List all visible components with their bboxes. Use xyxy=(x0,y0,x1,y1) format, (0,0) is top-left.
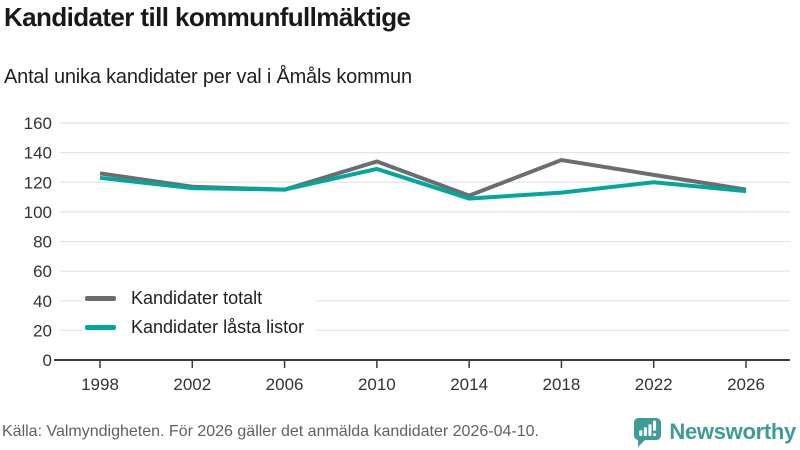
y-axis-tick-label: 20 xyxy=(33,321,52,340)
y-axis-tick-label: 0 xyxy=(43,351,52,370)
legend: Kandidater totalt Kandidater låsta listo… xyxy=(82,285,317,341)
x-axis-tick-label: 2010 xyxy=(358,375,396,394)
legend-item-kandidater-totalt: Kandidater totalt xyxy=(85,288,304,309)
x-axis-tick-label: 2022 xyxy=(635,375,673,394)
x-axis-tick-label: 2002 xyxy=(173,375,211,394)
x-axis-tick-label: 1998 xyxy=(81,375,119,394)
y-axis-tick-label: 60 xyxy=(33,262,52,281)
legend-label-totalt: Kandidater totalt xyxy=(131,288,263,308)
y-axis-tick-label: 100 xyxy=(24,203,52,222)
legend-item-kandidater-lasta-listor: Kandidater låsta listor xyxy=(85,317,304,338)
chart-subtitle: Antal unika kandidater per val i Åmåls k… xyxy=(4,66,412,88)
newsworthy-wordmark: Newsworthy xyxy=(669,419,796,444)
legend-swatch-totalt xyxy=(85,296,116,301)
x-axis-tick-label: 2006 xyxy=(266,375,304,394)
x-axis-tick-label: 2018 xyxy=(543,375,581,394)
line-series-lasta-listor xyxy=(99,166,747,201)
x-axis-tick-label: 2026 xyxy=(727,375,765,394)
y-axis-tick-label: 40 xyxy=(33,292,52,311)
page-title: Kandidater till kommunfullmäktige xyxy=(4,2,411,32)
newsworthy-logo[interactable]: Newsworthy xyxy=(633,417,796,447)
y-axis-tick-label: 160 xyxy=(24,114,52,133)
newsworthy-bubble-icon xyxy=(634,418,662,447)
legend-label-lasta-listor: Kandidater låsta listor xyxy=(131,317,305,337)
x-axis-tick-label: 2014 xyxy=(450,375,488,394)
legend-swatch-lasta-listor xyxy=(85,325,116,330)
line-chart: 0 20 40 60 80 100 120 140 160 1998 2002 2006 2010 201… xyxy=(24,114,790,394)
source-note: Källa: Valmyndigheten. För 2026 gäller d… xyxy=(2,423,539,440)
y-axis-tick-label: 140 xyxy=(24,144,52,163)
y-axis-tick-label: 80 xyxy=(33,233,52,252)
chart-footer: Källa: Valmyndigheten. För 2026 gäller d… xyxy=(0,417,800,447)
y-axis-tick-label: 120 xyxy=(24,173,52,192)
